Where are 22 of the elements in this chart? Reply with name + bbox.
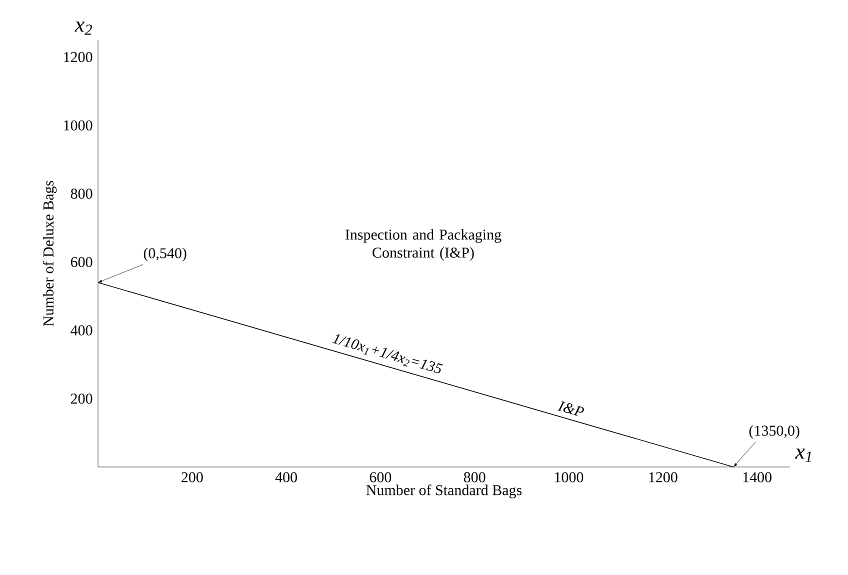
y-tick-label: 1000	[64, 120, 92, 130]
y-tick-label: 200	[70, 394, 92, 404]
x-tick-label: 400	[275, 472, 297, 482]
y-tick-label: 800	[70, 188, 92, 199]
x-tick-label: 600	[370, 472, 392, 482]
x-tick-label: 800	[464, 472, 486, 482]
annotation: Inspection and Packaging Constraint (I&P)	[345, 229, 502, 261]
x-tick-label: 1400	[743, 472, 772, 482]
y-tick-label: 400	[70, 325, 92, 336]
x-tick-label: 1000	[555, 472, 584, 482]
x-tick-label: 200	[182, 472, 203, 482]
text: x$_{2}$	[74, 22, 92, 35]
text: x$_{1}$	[794, 448, 812, 462]
x-tick-label: 1200	[649, 472, 678, 482]
y-axis-title: Number of Deluxe Bags	[42, 180, 57, 326]
y-tick-label: 1200	[64, 52, 92, 62]
annotation: (0,540)	[144, 248, 186, 262]
annotation: (1350,0)	[749, 425, 800, 439]
annotation: I&P	[557, 401, 584, 416]
annotation: 1/10x$_{1}$+1/4x$_{2}$=135	[332, 334, 443, 374]
x-axis-title: Number of Standard Bags	[366, 484, 522, 498]
y-tick-label: 600	[70, 256, 92, 268]
